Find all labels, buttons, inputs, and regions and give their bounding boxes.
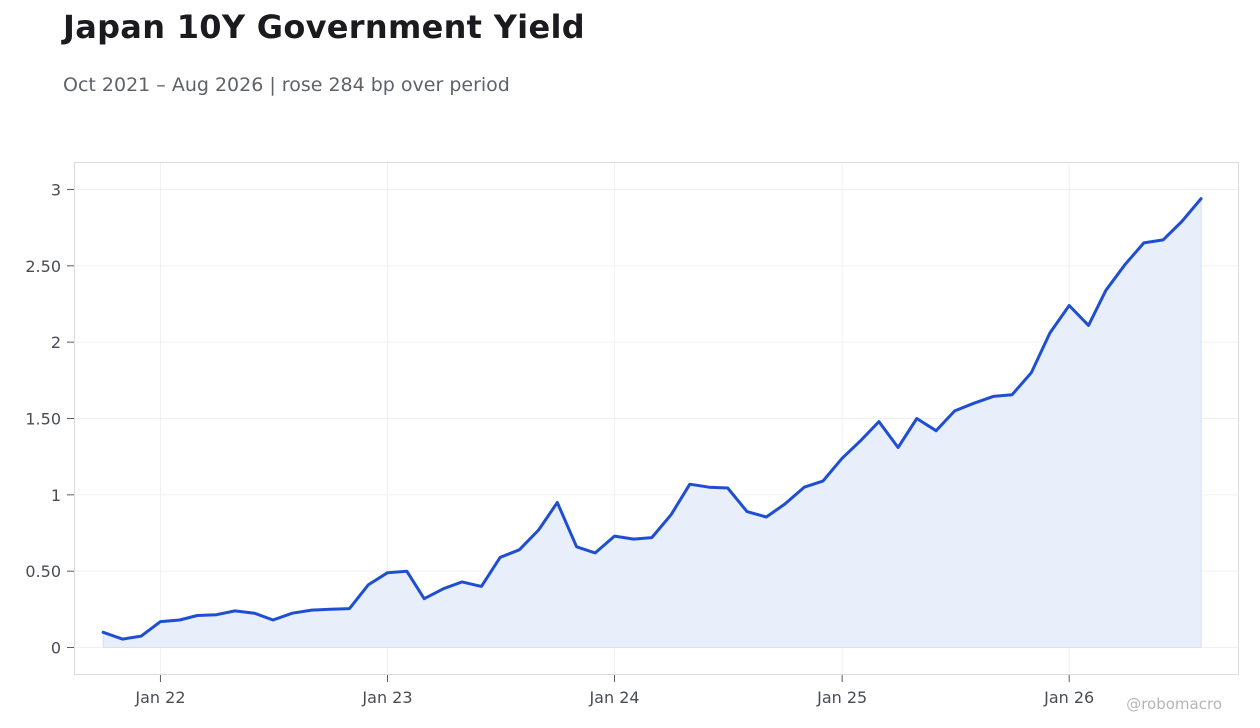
x-tick-label: Jan 22 bbox=[134, 688, 185, 707]
y-tick-label: 0.50 bbox=[25, 562, 61, 581]
x-tick-label: Jan 25 bbox=[816, 688, 867, 707]
x-tick-label: Jan 24 bbox=[588, 688, 639, 707]
y-tick-label: 3 bbox=[51, 180, 61, 199]
y-tick-label: 1.50 bbox=[25, 410, 61, 429]
y-tick-label: 2.50 bbox=[25, 257, 61, 276]
x-tick-label: Jan 26 bbox=[1043, 688, 1094, 707]
series-line bbox=[101, 197, 1203, 641]
chart-subtitle: Oct 2021 – Aug 2026 | rose 284 bp over p… bbox=[63, 74, 510, 96]
x-axis: Jan 22 Jan 23 Jan 24 Jan 25 Jan 26 bbox=[134, 675, 1094, 707]
plot-frame bbox=[74, 162, 1239, 675]
x-tick-label: Jan 23 bbox=[361, 688, 412, 707]
y-axis: 0 0.50 1 1.50 2 2.50 3 bbox=[25, 180, 74, 658]
y-tick-label: 2 bbox=[51, 333, 61, 352]
y-tick-label: 1 bbox=[51, 486, 61, 505]
watermark: @robomacro bbox=[1126, 695, 1222, 713]
y-tick-label: 0 bbox=[51, 639, 61, 658]
chart-title: Japan 10Y Government Yield bbox=[63, 8, 585, 46]
